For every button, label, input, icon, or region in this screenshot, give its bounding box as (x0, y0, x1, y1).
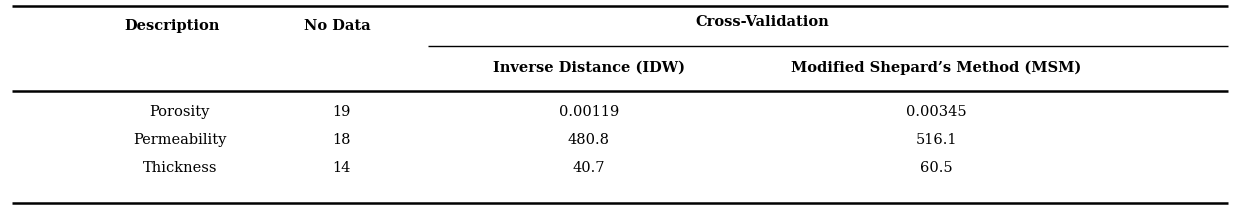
Text: Inverse Distance (IDW): Inverse Distance (IDW) (494, 61, 684, 75)
Text: 60.5: 60.5 (920, 161, 952, 175)
Text: Thickness: Thickness (143, 161, 217, 175)
Text: 40.7: 40.7 (573, 161, 605, 175)
Text: 480.8: 480.8 (568, 133, 610, 147)
Text: Modified Shepard’s Method (MSM): Modified Shepard’s Method (MSM) (791, 61, 1081, 75)
Text: 18: 18 (332, 133, 350, 147)
Text: 14: 14 (332, 161, 350, 175)
Text: 0.00345: 0.00345 (906, 105, 966, 119)
Text: 516.1: 516.1 (915, 133, 957, 147)
Text: Cross-Validation: Cross-Validation (696, 15, 830, 29)
Text: Description: Description (124, 19, 219, 33)
Text: No Data: No Data (304, 19, 371, 33)
Text: Porosity: Porosity (150, 105, 210, 119)
Text: 19: 19 (332, 105, 350, 119)
Text: 0.00119: 0.00119 (559, 105, 619, 119)
Text: Permeability: Permeability (133, 133, 227, 147)
